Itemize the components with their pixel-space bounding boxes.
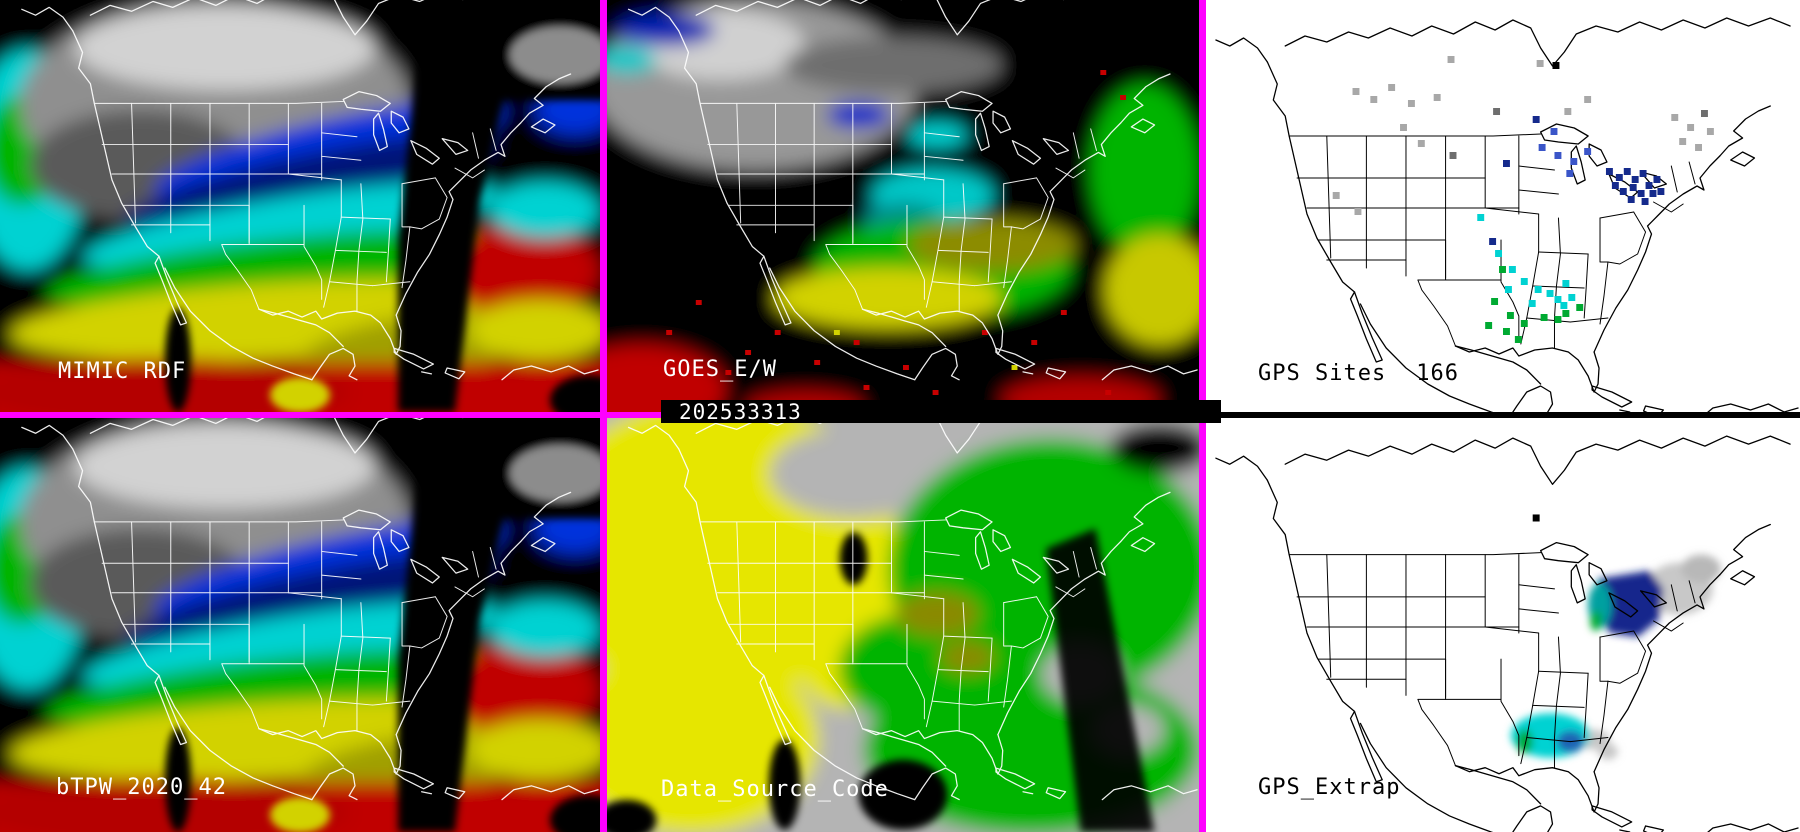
gps-site-marker [1639,170,1647,177]
gps-extrap-map [1206,418,1800,832]
gps-site-marker [1503,160,1510,167]
gps-site-marker [1388,84,1396,91]
panel-label-goes-ew: GOES_E/W [663,357,777,382]
gps-site-marker [1552,62,1560,69]
gps-site-marker [1520,278,1528,285]
gps-site-marker [1701,110,1708,117]
gps-site-marker [1649,190,1657,197]
gps-site-marker [1506,312,1514,319]
panel-label-gps-extrap: GPS_Extrap [1258,775,1401,800]
panel-label-data-source-code: Data_Source_Code [661,777,889,802]
gps-site-marker [1546,290,1554,297]
gps-site-marker [1433,94,1441,101]
gps-site-marker [1352,88,1360,95]
panel-goes-ew: GOES_E/W [607,0,1199,412]
gps-site-marker [1584,96,1592,103]
gps-site-marker [1504,286,1512,293]
extrap-field-blobs [1510,554,1721,760]
panel-data-source-code: Data_Source_Code [607,418,1199,832]
gps-site-marker [1503,328,1510,335]
gps-site-marker [1554,296,1562,303]
gps-site-marker [1354,208,1362,215]
gps-site-marker [1447,56,1455,63]
gps-site-marker [1495,250,1503,257]
gps-site-marker [1407,100,1415,107]
gps-site-marker [1499,266,1506,273]
gps-site-marker [1562,310,1570,317]
gps-sites-count: 166 [1416,361,1459,386]
gps-site-marker [1695,144,1702,151]
gps-site-marker [1508,266,1516,273]
panel-label-gps-sites: GPS Sites [1258,361,1387,386]
gps-site-marker [1605,168,1613,175]
gps-site-marker [1641,198,1649,205]
gps-site-marker [1629,184,1637,191]
gps-site-marker [1631,176,1639,183]
gps-site-marker [1520,320,1528,327]
panel-label-mimic-rdf: MIMIC RDF [58,359,187,384]
timestamp-text: 202533313 [679,399,802,424]
gps-site-marker [1554,316,1562,323]
gps-site-marker [1706,128,1714,135]
gps-site-marker [1584,148,1592,155]
data-source-code-map [607,418,1199,832]
gps-site-marker [1417,140,1425,147]
gps-site-marker [1514,336,1522,343]
satellite-image-goes-ew [607,0,1199,412]
gps-site-marker [1568,294,1576,301]
gps-site-marker [1679,138,1687,145]
gps-site-marker [1570,158,1578,165]
gps-site-marker [1489,238,1497,245]
gps-site-marker [1562,280,1570,287]
gps-site-marker [1671,114,1679,121]
gps-site-marker [1449,152,1457,159]
gps-site-marker [1611,182,1619,189]
panel-gps-extrap: GPS_Extrap [1206,418,1800,832]
gps-site-marker [1564,108,1572,115]
panel-mimic-rdf: MIMIC RDF [0,0,600,412]
gps-site-markers [1332,56,1714,343]
gps-site-marker [1657,188,1665,195]
gps-site-marker [1370,96,1378,103]
panel-btpw: bTPW_2020_42 [0,418,600,832]
timestamp-bar: 202533313 [661,399,1221,424]
divider-horizontal [0,412,1199,418]
gps-site-marker [1615,174,1623,181]
gps-site-marker [1560,302,1568,309]
gps-site-marker [1538,144,1546,151]
gps-site-marker [1637,190,1645,197]
satellite-image-btpw [0,418,600,832]
gps-site-marker [1528,300,1536,307]
gps-site-marker [1491,298,1499,305]
gps-site-marker [1627,196,1635,203]
gps-site-marker [1400,124,1407,131]
panel-label-btpw: bTPW_2020_42 [56,775,227,800]
gps-site-marker [1493,108,1501,115]
gps-site-marker [1532,116,1540,123]
gps-sites-map [1206,0,1800,412]
gps-site-marker [1485,322,1493,329]
gps-site-marker [1554,152,1562,159]
gps-site-marker [1645,182,1653,189]
gps-site-marker [1687,124,1695,131]
panel-gps-sites: GPS Sites 166 [1206,0,1800,412]
gps-site-marker [1534,286,1542,293]
gps-site-marker [1576,304,1584,311]
gps-site-marker [1653,176,1661,183]
rain-speckles [666,70,1126,395]
gps-site-marker [1536,60,1544,67]
satellite-image-mimic-rdf [0,0,600,412]
gps-site-marker [1540,314,1548,321]
gps-site-marker [1566,170,1574,177]
gps-site-marker [1477,214,1485,221]
gps-site-marker [1619,188,1627,195]
gps-site-marker [1623,168,1631,175]
gps-site-marker [1550,128,1558,135]
gps-site-marker [1332,192,1340,199]
